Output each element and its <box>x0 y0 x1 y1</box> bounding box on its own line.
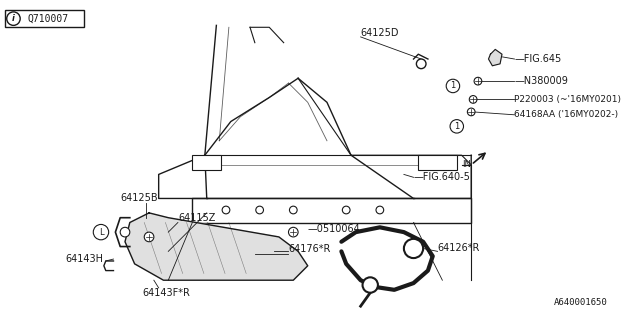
Text: 1: 1 <box>451 82 456 91</box>
Text: A640001650: A640001650 <box>554 298 608 307</box>
Circle shape <box>289 206 297 214</box>
Text: —FIG.645: —FIG.645 <box>515 54 562 64</box>
Text: 64143F*R: 64143F*R <box>142 288 190 298</box>
Circle shape <box>467 108 475 116</box>
Text: IN: IN <box>462 160 471 169</box>
Polygon shape <box>125 213 308 280</box>
Circle shape <box>222 206 230 214</box>
Circle shape <box>289 227 298 237</box>
Text: 64126*R: 64126*R <box>438 244 480 253</box>
Text: 64143H: 64143H <box>65 254 104 264</box>
Text: P220003 (~'16MY0201): P220003 (~'16MY0201) <box>515 95 621 104</box>
Text: —N380009: —N380009 <box>515 76 568 86</box>
Circle shape <box>7 12 20 25</box>
Polygon shape <box>488 49 502 66</box>
Text: —0510064: —0510064 <box>308 224 360 234</box>
Circle shape <box>446 79 460 93</box>
Circle shape <box>362 277 378 293</box>
Circle shape <box>256 206 264 214</box>
Circle shape <box>342 206 350 214</box>
Text: 64168AA ('16MY0202-): 64168AA ('16MY0202-) <box>515 110 619 119</box>
Circle shape <box>469 96 477 103</box>
Text: 64115Z: 64115Z <box>178 213 215 223</box>
Text: 1: 1 <box>454 122 460 131</box>
Circle shape <box>417 59 426 69</box>
Bar <box>419 155 457 170</box>
Text: 64176*R: 64176*R <box>289 244 331 254</box>
Circle shape <box>376 206 384 214</box>
Text: Q710007: Q710007 <box>28 14 68 24</box>
Bar <box>193 155 221 170</box>
Text: —FIG.640-5: —FIG.640-5 <box>413 172 470 182</box>
Circle shape <box>120 227 130 237</box>
Circle shape <box>474 77 482 85</box>
Bar <box>5 10 84 27</box>
Circle shape <box>450 120 463 133</box>
Text: L: L <box>99 228 103 236</box>
Circle shape <box>144 232 154 242</box>
Text: 64125D: 64125D <box>360 28 399 38</box>
Circle shape <box>404 239 423 258</box>
Text: 64125B: 64125B <box>120 194 158 204</box>
Circle shape <box>93 224 109 240</box>
Text: i: i <box>12 14 15 23</box>
